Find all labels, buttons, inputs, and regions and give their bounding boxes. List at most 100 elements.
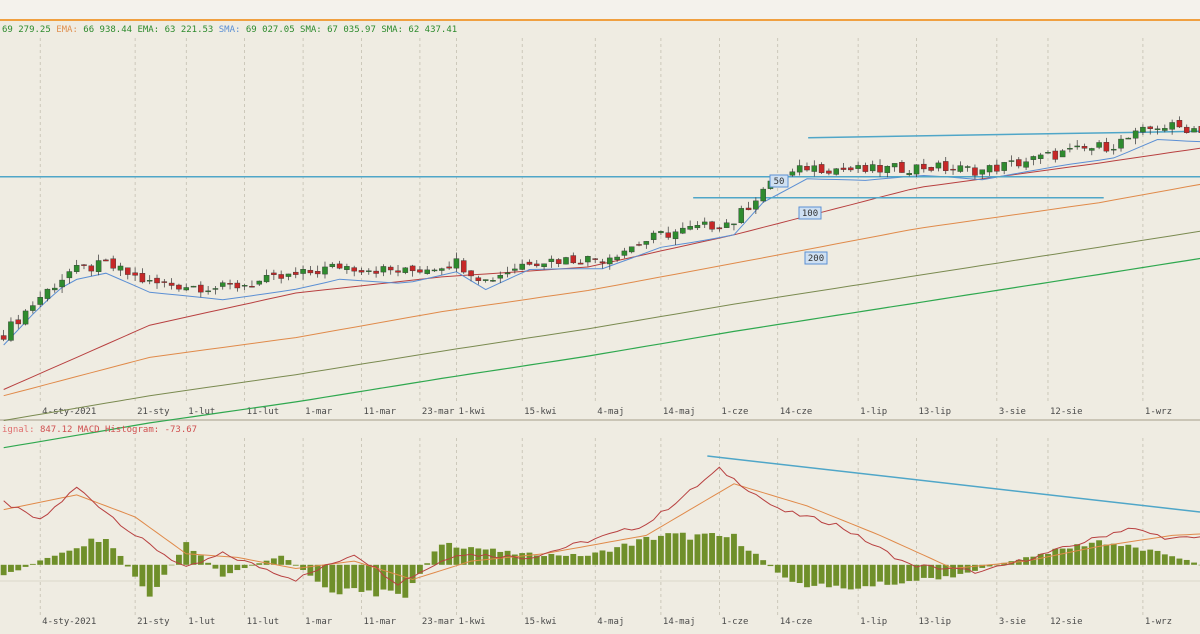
candle-body [833, 168, 839, 175]
candle-body [921, 163, 927, 170]
candle-body [336, 263, 343, 269]
candle-body [928, 167, 934, 171]
candle-body [1132, 130, 1139, 139]
macd-histogram-bar [358, 564, 365, 592]
macd-histogram-bar [862, 564, 869, 587]
candle-body [293, 271, 299, 275]
macd-histogram-bar [95, 541, 102, 565]
macd-histogram-bar [709, 533, 715, 565]
macd-histogram-bar [73, 548, 80, 565]
candle-body [1089, 148, 1095, 151]
macd-histogram-bar [694, 534, 701, 565]
price-pane[interactable] [0, 116, 1200, 449]
x-tick-label: 1-wrz [1145, 407, 1172, 417]
macd-histogram-bar [584, 555, 591, 565]
macd-histogram-bar [570, 553, 577, 565]
macd-histogram-bar [212, 564, 219, 569]
macd-histogram-bar [774, 564, 781, 573]
candle-body [468, 270, 474, 277]
macd-histogram-bar [906, 564, 913, 581]
legend-item: SMA: [381, 25, 408, 35]
macd-histogram-bar [431, 551, 438, 565]
macd-histogram-bar [460, 548, 467, 565]
macd-histogram-bar [804, 564, 810, 588]
macd-histogram-bar [176, 554, 182, 565]
candle-body [950, 168, 956, 171]
macd-histogram-bar [1125, 544, 1132, 565]
candle-body [88, 265, 95, 272]
legend-item: 69 279.25 [2, 25, 56, 35]
macd-histogram-bar [855, 564, 862, 589]
candle-body [526, 261, 533, 265]
candle-body [0, 335, 7, 340]
candle-body [146, 280, 153, 282]
macd-histogram-bar [993, 564, 1000, 566]
candle-body [417, 269, 423, 273]
macd-histogram-bar [687, 539, 694, 565]
macd-histogram-bar [533, 555, 540, 565]
macd-histogram-bar [387, 564, 394, 591]
macd-histogram-bar [884, 564, 891, 585]
legend-item: SMA: [219, 25, 246, 35]
macd-histogram-bar [760, 560, 767, 565]
price-legend: 69 279.25 EMA: 66 938.44 EMA: 63 221.53 … [2, 25, 457, 35]
macd-histogram-bar [1066, 548, 1073, 565]
candle-body [804, 165, 810, 171]
candle-body [198, 284, 204, 293]
candle-body [1110, 148, 1117, 151]
candle-body [942, 161, 949, 171]
candle-body [212, 288, 219, 290]
candle-body [789, 171, 796, 176]
candle-body [1030, 156, 1037, 160]
candle-body [899, 162, 905, 173]
macd-x-tick-label: 1-lip [860, 617, 887, 627]
macd-histogram-bar [0, 564, 7, 576]
candle-body [1067, 148, 1073, 150]
macd-histogram-bar [373, 564, 380, 597]
macd-histogram-bar [146, 564, 153, 597]
legend-item: 67 035.97 [327, 25, 381, 35]
macd-histogram-bar [541, 556, 547, 565]
macd-histogram-bar [606, 551, 613, 565]
candle-body [658, 231, 664, 234]
macd-histogram-bar [679, 532, 686, 565]
candle-body [628, 246, 635, 253]
candle-body [1169, 122, 1175, 130]
candle-body [271, 272, 277, 275]
candle-body [599, 261, 606, 264]
macd-histogram-bar [672, 533, 679, 565]
macd-histogram-bar [59, 552, 65, 565]
macd-histogram-bar [1030, 556, 1037, 565]
macd-histogram-bar [1183, 559, 1190, 565]
macd-histogram-bar [928, 564, 935, 578]
candle-body [409, 265, 416, 272]
candle-body [380, 266, 387, 273]
macd-histogram-bar [745, 550, 752, 565]
macd-histogram-bar [227, 564, 233, 574]
macd-histogram-bar [234, 564, 241, 571]
candle-body [548, 258, 555, 262]
macd-histogram-bar [168, 564, 175, 566]
macd-histogram-bar [241, 564, 248, 569]
macd-histogram-bar [351, 564, 358, 589]
macd-histogram-bar [44, 557, 51, 565]
x-tick-label: 14-cze [780, 407, 813, 417]
macd-pane[interactable] [0, 455, 1200, 598]
candle-body [176, 284, 182, 290]
candle-body [709, 221, 715, 230]
candle-body [1191, 128, 1197, 133]
macd-histogram-bar [81, 546, 87, 565]
sma-green-line [3, 257, 1200, 449]
macd-histogram-bar [270, 558, 277, 565]
macd-histogram-bar [1059, 548, 1066, 565]
candle-body [460, 260, 467, 273]
candle-body [344, 266, 350, 270]
candle-body [913, 164, 920, 175]
candle-body [585, 256, 591, 263]
macd-histogram-bar [1176, 558, 1183, 565]
candle-body [234, 282, 241, 289]
candle-body [44, 288, 51, 299]
